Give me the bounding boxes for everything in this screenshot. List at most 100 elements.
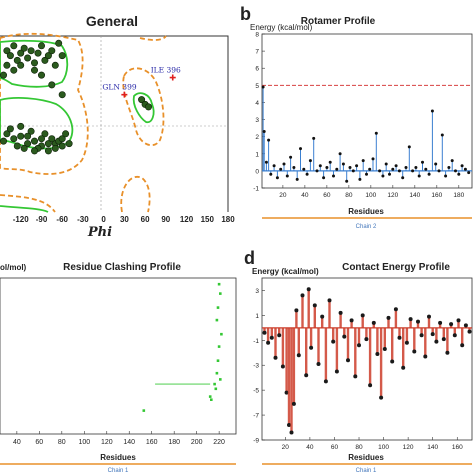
- panel-d-bar: [290, 327, 293, 433]
- panel-a-point: [24, 140, 32, 148]
- panel-b-y-ticks: -1 0 1 2 3 4 5 6 7 8: [253, 32, 265, 193]
- panel-a-point: [17, 122, 25, 130]
- panel-c-xlabel: Residues: [100, 453, 136, 462]
- panel-c-point: [220, 332, 223, 336]
- panel-d-bar: [383, 327, 386, 349]
- panel-a-point: [13, 142, 21, 150]
- panel-b-point: [378, 169, 382, 173]
- panel-a-point: [34, 49, 42, 57]
- panel-d-bar: [394, 309, 398, 328]
- panel-d-bar: [372, 322, 375, 328]
- panel-a-point: [55, 39, 63, 47]
- panel-d-bar: [461, 327, 464, 346]
- panel-d-bar: [281, 327, 285, 367]
- panel-d-bar: [295, 310, 298, 328]
- panel-c-point: [215, 371, 219, 375]
- panel-b-point: [341, 162, 345, 166]
- panel-d-bar: [398, 327, 401, 338]
- panel-c-point: [215, 318, 219, 322]
- panel-b-y-tick-label: 7: [255, 49, 259, 56]
- panel-c-point: [219, 292, 222, 295]
- panel-a-x-tick-label: -120: [13, 215, 30, 224]
- panel-d-x-tick-label: 60: [331, 444, 339, 451]
- panel-a-point: [10, 135, 18, 143]
- panel-c-point: [217, 282, 221, 286]
- panel-a-point: [37, 135, 45, 143]
- panel-c-point: [208, 395, 212, 398]
- panel-b-point: [355, 164, 359, 168]
- panel-a-point: [58, 52, 66, 60]
- panel-b-point: [394, 164, 398, 168]
- panel-d-bar: [431, 327, 434, 334]
- panel-a-x-tick-label: 120: [180, 215, 194, 224]
- panel-d-point: [349, 318, 354, 323]
- panel-b-point: [264, 160, 268, 164]
- panel-d-point: [434, 339, 439, 344]
- panel-b-point: [279, 167, 283, 171]
- panel-d-y-tick-label: -1: [253, 338, 259, 345]
- panel-a-point: [51, 144, 59, 152]
- panel-b-point: [388, 172, 391, 176]
- panel-b-point: [335, 167, 339, 171]
- panel-d-point: [393, 307, 398, 312]
- panel-b-xlabel: Residues: [348, 207, 384, 216]
- panel-d-bar: [339, 312, 342, 328]
- panel-a-x-tick-label: -90: [36, 215, 48, 224]
- panel-a-point: [30, 59, 38, 67]
- panel-d-y-tick-label: -9: [253, 438, 259, 445]
- panel-d-y-tick-label: -7: [253, 413, 259, 420]
- panel-b-point: [295, 177, 299, 181]
- panel-a-point: [48, 135, 56, 143]
- panel-c-x-tick-label: 100: [78, 439, 90, 446]
- panel-d-bar: [413, 327, 416, 352]
- panel-c-ylabel: ol/mol): [0, 263, 27, 272]
- panel-d-point: [401, 365, 406, 370]
- panel-c-point: [217, 345, 221, 348]
- panel-b-point: [417, 174, 421, 178]
- panel-b-y-tick-label: 2: [255, 134, 259, 141]
- panel-b-y-tick-label: 0: [255, 168, 259, 175]
- panel-a-point: [20, 44, 28, 52]
- panel-d-point: [427, 314, 431, 319]
- panel-d-bar: [365, 327, 368, 339]
- panel-d-x-tick-label: 40: [306, 444, 314, 451]
- panel-d-bar: [361, 315, 364, 328]
- panel-d-point: [460, 343, 465, 348]
- panel-a-xlabel: Phi: [87, 225, 112, 240]
- panel-b-point: [381, 174, 385, 178]
- panel-b-x-tick-label: 160: [431, 192, 442, 199]
- panel-d-y-tick-label: 1: [255, 313, 259, 320]
- panel-d-point: [430, 332, 435, 337]
- panel-b-point: [328, 160, 332, 164]
- panel-d-point: [423, 354, 428, 359]
- panel-b-point: [332, 174, 335, 178]
- panel-d-point: [364, 337, 369, 342]
- panel-d-bar: [266, 327, 270, 343]
- panel-b-point: [289, 155, 293, 159]
- panel-d-point: [294, 308, 299, 313]
- panel-d-bar: [301, 295, 304, 328]
- panel-a-x-ticks: -120 -90 -60 -30 0 30 60 90 120 150 180: [13, 215, 236, 224]
- panel-b-title: Rotamer Profile: [301, 16, 376, 27]
- panel-d-bar: [438, 322, 442, 328]
- panel-d-point: [441, 337, 446, 342]
- panel-a-point: [13, 56, 21, 64]
- panel-b-plot-frame: [261, 33, 473, 189]
- panel-d-x-tick-label: 100: [378, 444, 389, 451]
- panel-a-point: [41, 56, 49, 64]
- panel-a-point: [62, 130, 70, 138]
- panel-c-point: [214, 387, 218, 391]
- panel-b-point: [365, 172, 368, 176]
- panel-d-point: [408, 317, 413, 322]
- panel-b-x-tick-label: 80: [345, 192, 353, 199]
- panel-b-point: [421, 160, 424, 164]
- panel-c-x-tick-label: 40: [13, 439, 21, 446]
- panel-a-point: [24, 54, 32, 62]
- panel-a-point: [48, 81, 56, 89]
- panel-d-bar: [350, 320, 353, 328]
- panel-b-point: [414, 166, 418, 169]
- panel-b-point: [282, 162, 286, 166]
- panel-b-point: [437, 169, 441, 173]
- panel-b-point: [302, 167, 306, 171]
